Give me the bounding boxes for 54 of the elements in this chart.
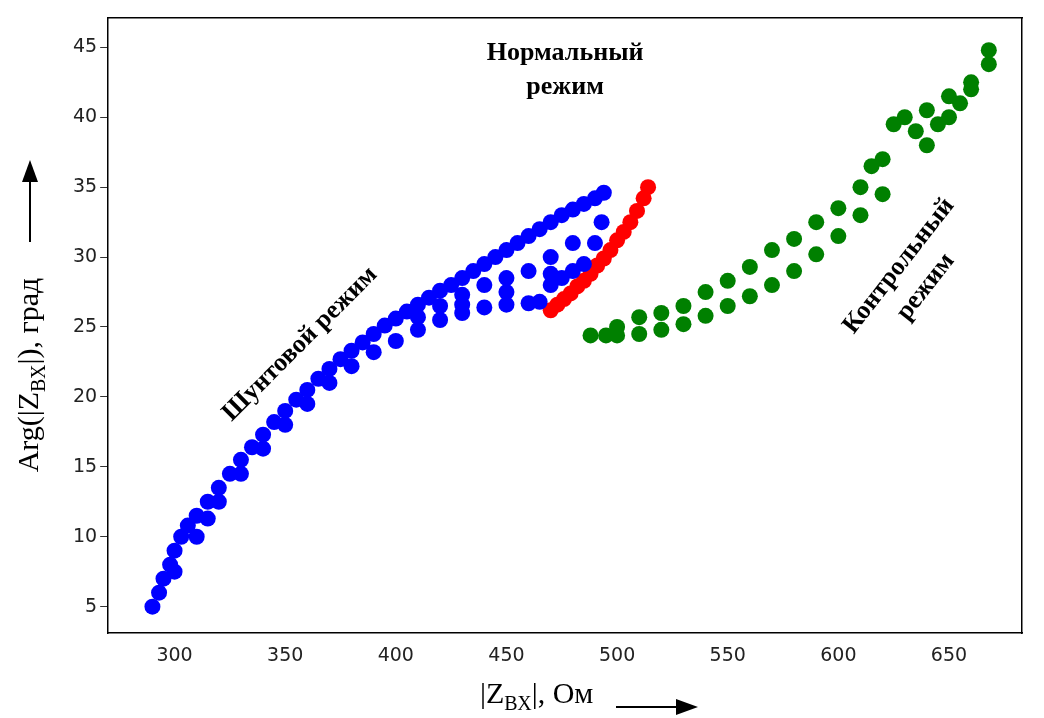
point	[622, 214, 639, 231]
point	[697, 307, 714, 324]
point	[653, 305, 670, 322]
point	[918, 137, 935, 154]
point	[719, 298, 736, 315]
x-tick-label: 650	[930, 642, 968, 665]
y-tick-label: 10	[72, 523, 98, 546]
y-tick-label: 35	[72, 174, 98, 197]
point	[940, 88, 957, 105]
annotation: Нормальный режим	[486, 37, 644, 101]
point	[786, 230, 803, 247]
point	[980, 42, 997, 59]
y-tick-label: 25	[72, 313, 98, 336]
point	[763, 242, 780, 259]
point	[653, 321, 670, 338]
y-tick-label: 20	[72, 383, 98, 406]
point	[918, 102, 935, 119]
point	[874, 151, 891, 168]
point	[863, 158, 880, 175]
point	[896, 109, 913, 126]
y-tick-label: 5	[85, 593, 98, 616]
point	[675, 316, 692, 333]
y-tick-label: 40	[72, 104, 98, 127]
point	[640, 179, 657, 196]
point	[786, 263, 803, 280]
point	[741, 288, 758, 305]
point	[629, 202, 645, 219]
point	[719, 272, 736, 289]
x-tick-label: 600	[820, 642, 857, 665]
point	[675, 298, 692, 315]
point	[631, 325, 648, 342]
point	[763, 277, 780, 294]
point	[582, 327, 599, 344]
point	[929, 116, 946, 133]
point	[741, 258, 758, 275]
x-axis-title: |Z$_{ВХ}$|, Ом	[480, 676, 594, 715]
point	[631, 309, 648, 326]
point	[697, 284, 714, 301]
x-tick-label: 350	[267, 642, 304, 665]
x-tick-label: 400	[377, 642, 414, 665]
point	[907, 123, 924, 140]
y-tick-label: 30	[72, 244, 98, 267]
x-tick-label: 550	[709, 642, 746, 665]
point	[808, 246, 825, 263]
point	[952, 95, 969, 112]
point	[940, 109, 957, 126]
x-tick-label: 300	[156, 642, 193, 665]
point	[980, 56, 997, 73]
y-tick-label: 45	[72, 34, 98, 57]
y-tick-label: 15	[72, 453, 98, 476]
point	[852, 179, 869, 196]
point	[808, 214, 825, 231]
x-tick-label: 450	[488, 642, 525, 665]
x-tick-label: 500	[598, 642, 636, 665]
